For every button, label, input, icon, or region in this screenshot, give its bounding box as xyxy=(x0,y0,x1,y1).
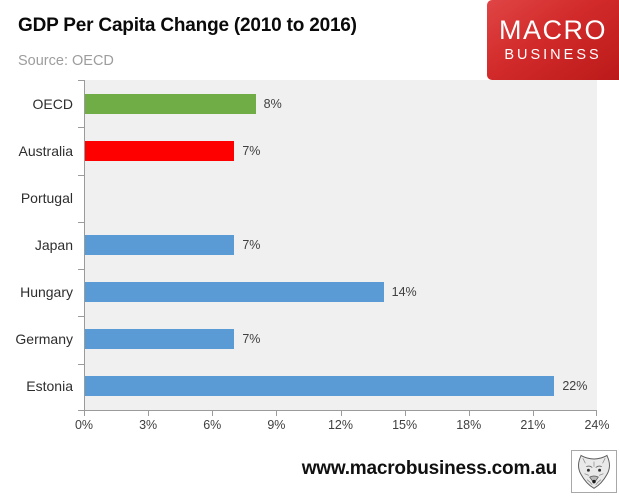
value-axis-line xyxy=(84,410,597,411)
bar-estonia xyxy=(85,376,555,397)
value-label-oecd: 8% xyxy=(263,96,282,111)
category-label-australia: Australia xyxy=(18,142,73,159)
category-tick xyxy=(78,80,84,81)
value-axis-tick xyxy=(340,411,342,416)
value-axis-tick-label: 24% xyxy=(584,418,610,432)
value-axis-tick xyxy=(468,411,470,416)
bar-row-estonia: 22% xyxy=(85,363,597,410)
fox-logo-box xyxy=(571,450,617,493)
value-axis-tick xyxy=(212,411,214,416)
bar-germany xyxy=(85,329,235,350)
category-label-portugal: Portugal xyxy=(20,189,73,206)
category-axis-line xyxy=(84,80,85,411)
category-label-hungary: Hungary xyxy=(20,284,73,301)
category-label-germany: Germany xyxy=(15,331,73,348)
value-label-japan: 7% xyxy=(242,237,261,252)
value-axis-tick-labels: 0% 3% 6% 9% 12% 15% 18% 21% 24% xyxy=(75,418,610,434)
value-axis-tick xyxy=(276,411,278,416)
bar-row-oecd: 8% xyxy=(85,80,597,127)
value-label-australia: 7% xyxy=(242,143,261,158)
bar-hungary xyxy=(85,282,384,303)
value-axis-tick-label: 18% xyxy=(456,418,482,432)
macrobusiness-logo: MACRO BUSINESS xyxy=(487,0,619,80)
value-axis-tick-label: 15% xyxy=(392,418,418,432)
value-axis-tick-label: 12% xyxy=(327,418,354,432)
category-tick xyxy=(78,174,84,176)
category-axis-ticks xyxy=(78,80,84,411)
bar-row-portugal xyxy=(85,174,597,221)
category-tick xyxy=(78,221,84,223)
category-tick xyxy=(78,127,84,129)
value-axis-ticks xyxy=(84,411,597,416)
value-label-estonia: 22% xyxy=(562,379,588,394)
bar-row-australia: 7% xyxy=(85,127,597,174)
value-axis-tick xyxy=(84,411,85,416)
logo-text-macro: MACRO xyxy=(499,15,607,45)
category-label-estonia: Estonia xyxy=(26,378,73,395)
bar-australia xyxy=(85,140,235,161)
footer-url: www.macrobusiness.com.au xyxy=(301,458,558,479)
value-axis-tick-label: 21% xyxy=(520,418,546,432)
category-labels: OECD Australia Portugal Japan Hungary Germany… xyxy=(0,80,73,410)
chart-source: Source: OECD xyxy=(18,53,114,69)
value-axis-tick-label: 6% xyxy=(203,418,222,432)
logo-text-business: BUSINESS xyxy=(504,47,602,63)
bars-layer: 8% 7% 7% 14% 7% 22% xyxy=(85,80,597,410)
category-tick xyxy=(78,316,84,318)
bar-oecd xyxy=(85,93,256,114)
value-label-germany: 7% xyxy=(242,332,261,347)
value-axis-tick xyxy=(532,411,534,416)
bar-japan xyxy=(85,234,235,255)
value-axis-tick-label: 9% xyxy=(267,418,286,432)
bar-row-hungary: 14% xyxy=(85,269,597,316)
category-tick xyxy=(78,363,84,365)
value-axis-tick-label: 0% xyxy=(74,418,94,432)
fox-head-sketch-icon xyxy=(578,454,610,489)
value-axis-tick-label: 3% xyxy=(139,418,158,432)
bar-row-germany: 7% xyxy=(85,316,597,363)
category-label-japan: Japan xyxy=(34,236,73,253)
category-tick xyxy=(78,269,84,271)
category-tick xyxy=(78,410,84,411)
chart-title: GDP Per Capita Change (2010 to 2016) xyxy=(18,15,357,36)
value-axis-tick xyxy=(404,411,406,416)
value-label-hungary: 14% xyxy=(391,285,417,300)
bar-row-japan: 7% xyxy=(85,221,597,268)
category-label-oecd: OECD xyxy=(32,95,73,112)
value-axis-tick xyxy=(148,411,150,416)
value-axis-tick xyxy=(596,411,597,416)
